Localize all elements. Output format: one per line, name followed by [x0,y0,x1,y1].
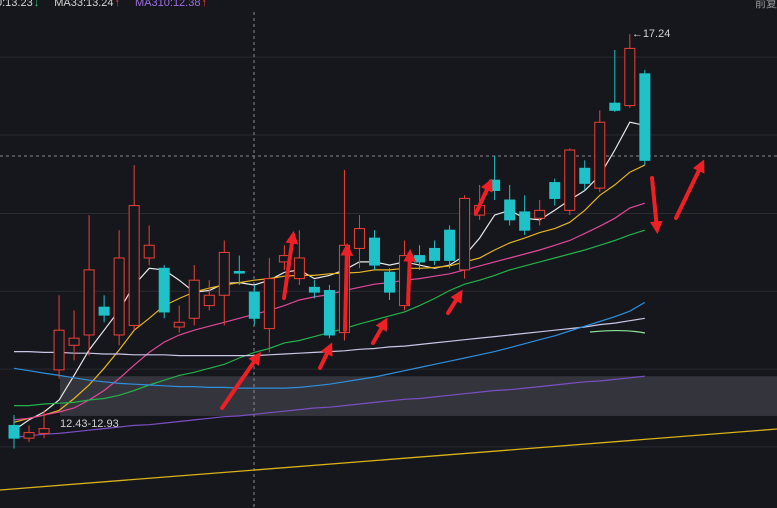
arrow [282,230,299,300]
candle-body [323,290,335,336]
candle-body [218,251,230,296]
candle-body [188,279,200,319]
candle-body [639,73,651,161]
legend-text: MA33:13.24 [54,0,113,9]
ma-line [13,164,646,423]
arrow [220,351,261,410]
high-marker: ←17.24 [632,28,671,40]
candle-body [233,270,245,274]
candle-body [143,244,155,259]
candle-body [68,337,80,346]
candle-body [203,294,215,307]
arrow [403,248,417,305]
candle-body [384,271,395,293]
candle-body [429,247,441,261]
candle-body [38,428,50,434]
candle-body [353,228,365,249]
arrow [649,176,663,235]
candle-body [158,267,170,313]
legend-arrow: ↑ [115,0,121,9]
zone-label: 12.43-12.93 [60,418,119,430]
candle-body [368,237,380,266]
arrow [446,289,463,315]
legend-text: MA310:12.38 [135,0,200,9]
candle-body [414,255,426,263]
candle-body [579,167,591,184]
candle-body [534,209,546,219]
candle-body [609,102,621,111]
arrow [371,317,388,345]
candle-body [459,197,471,271]
candle-body [293,257,305,280]
zone-band [60,376,777,416]
candle-body [113,257,125,336]
zone [60,376,777,416]
ma-line [13,375,645,438]
arrow [318,342,333,370]
candle-body [594,121,606,189]
candle-body [128,205,140,326]
candle-body [624,47,636,107]
legend-text: 0:13.23 [0,0,33,9]
candle-body [248,291,260,319]
candle-body [83,269,95,336]
candle-body [263,278,275,330]
candle-body [444,229,456,261]
corner-label: 前复 [755,0,777,10]
candle-body [504,199,516,221]
candle-body [564,149,576,211]
arrow [474,178,493,215]
legend-arrow: ↑ [201,0,207,9]
arrow [674,159,705,220]
labels: 12.43-12.930:13.23↓MA33:13.24↑MA310:12.3… [0,0,670,430]
candle-body [308,286,320,293]
candle-body [8,424,20,439]
candle-body [23,432,35,439]
candle-body [173,321,185,328]
candle-body [53,329,65,371]
annotation-arrows [220,159,705,410]
arrow [340,242,354,332]
candle-body [549,182,561,199]
legend-arrow: ↓ [34,0,40,9]
ma-line [13,301,646,389]
candle-body [98,306,110,316]
trend-line [0,428,777,491]
candle-body [519,211,531,231]
ma-line-extra [589,330,646,334]
